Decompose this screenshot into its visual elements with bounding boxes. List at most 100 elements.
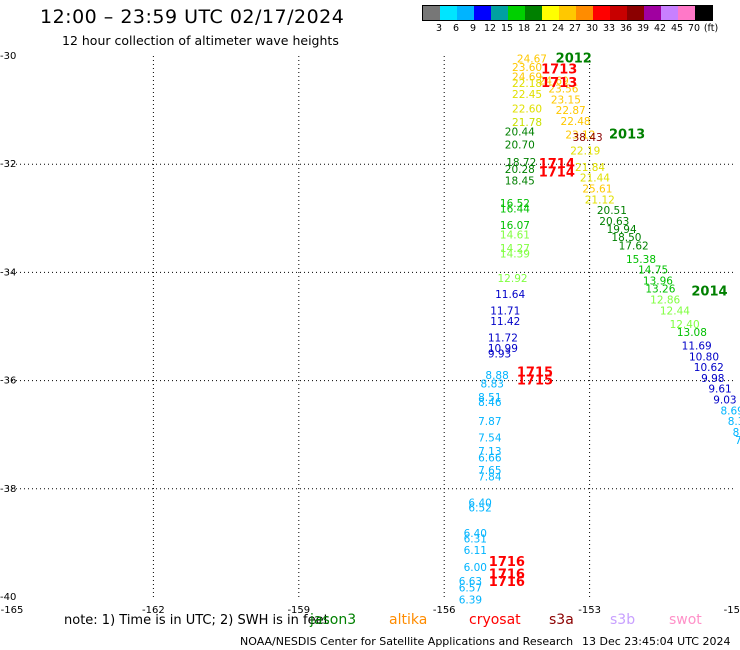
- wave-height-label: 11.69: [682, 340, 712, 352]
- wave-height-label: 17.62: [619, 240, 649, 252]
- wave-height-label: 24.69: [539, 75, 569, 87]
- legend-swatch: [423, 6, 440, 20]
- wave-height-label: 6.57: [459, 582, 482, 594]
- wave-height-label: 8.83: [481, 378, 504, 390]
- x-tick-label: -159: [287, 605, 310, 616]
- wave-height-label: 11.71: [490, 305, 520, 317]
- y-tick-label: -40: [0, 592, 16, 603]
- wave-height-label: 20.44: [505, 127, 535, 139]
- legend-swatch: [440, 6, 457, 20]
- wave-height-label: 23.12: [565, 129, 595, 141]
- pass-time-label: 1716: [489, 555, 525, 570]
- wave-height-label: 8.88: [485, 370, 508, 382]
- legend-swatch: [627, 6, 644, 20]
- wave-height-label: 13.96: [643, 276, 673, 288]
- pass-time-label: 1713: [541, 76, 577, 91]
- pass-time-label: 2012: [556, 52, 592, 67]
- wave-height-label: 22.87: [556, 105, 586, 117]
- wave-height-label: 12.44: [660, 305, 690, 317]
- wave-height-label: 38.43: [573, 132, 603, 144]
- wave-height-label: 21.44: [580, 173, 610, 185]
- color-legend: 3 6 9 12 15 18 21 24 27 30 33 36 39 42 45 70 (ft): [422, 5, 718, 35]
- x-tick-label: -153: [578, 605, 601, 616]
- legend-swatch: [661, 6, 678, 20]
- x-tick-label: -162: [142, 605, 165, 616]
- wave-height-label: 6.00: [464, 562, 487, 574]
- pass-time-label: 1716: [489, 567, 525, 582]
- wave-height-label: 10.62: [694, 362, 724, 374]
- wave-height-label: 12.92: [498, 273, 528, 285]
- wave-height-label: 9.61: [708, 384, 731, 396]
- page-subtitle: 12 hour collection of altimeter wave hei…: [62, 33, 339, 48]
- legend-label: 3: [435, 23, 443, 34]
- legend-label: (ft): [703, 23, 719, 34]
- wave-height-label: 21.12: [585, 194, 615, 206]
- y-tick-label: -38: [0, 484, 16, 495]
- satellite-altika-label: altika: [389, 612, 428, 628]
- legend-label: 33: [602, 23, 616, 34]
- wave-height-label: 24.69: [512, 72, 542, 84]
- wave-height-label: 6.40: [468, 497, 491, 509]
- legend-label: 18: [517, 23, 531, 34]
- legend-swatch: [525, 6, 542, 20]
- wave-height-label: 16.52: [500, 198, 530, 210]
- legend-swatch: [559, 6, 576, 20]
- wave-height-label: 20.28: [505, 164, 535, 176]
- legend-label: 45: [670, 23, 684, 34]
- pass-time-label: 1715: [517, 365, 553, 380]
- wave-height-label: 23.15: [551, 94, 581, 106]
- legend-swatch: [644, 6, 661, 20]
- satellite-swot-label: swot: [669, 612, 702, 628]
- wave-height-label: 8.11: [733, 427, 740, 439]
- wave-height-label: 9.93: [488, 349, 511, 361]
- wave-height-label: 9.03: [713, 395, 736, 407]
- wave-height-label: 15.38: [626, 254, 656, 266]
- x-tick-label: -150: [724, 605, 740, 616]
- legend-swatch: [576, 6, 593, 20]
- legend-swatch: [457, 6, 474, 20]
- wave-height-label: 18.72: [506, 157, 536, 169]
- legend-label: 36: [619, 23, 633, 34]
- wave-height-label: 18.50: [611, 232, 641, 244]
- wave-height-label: 6.66: [478, 452, 502, 464]
- pass-time-label: 2013: [609, 127, 645, 142]
- page-title: 12:00 – 23:59 UTC 02/17/2024: [40, 6, 345, 28]
- legend-label: 27: [568, 23, 582, 34]
- legend-label: 24: [551, 23, 565, 34]
- wave-height-label: 7.65: [478, 465, 501, 477]
- wave-height-label: 7.13: [478, 446, 501, 458]
- wave-height-label: 22.18: [512, 78, 542, 90]
- wave-height-label: 14.75: [638, 265, 668, 277]
- generated-timestamp: 13 Dec 23:45:04 UTC 2024: [582, 635, 731, 648]
- legend-label: 70: [687, 23, 701, 34]
- wave-height-label: 25.61: [582, 184, 612, 196]
- wave-height-label: 20.70: [505, 140, 535, 152]
- credit-text: NOAA/NESDIS Center for Satellite Applica…: [240, 635, 574, 648]
- wave-height-label: 12.40: [670, 319, 700, 331]
- wave-height-label: 8.46: [478, 397, 502, 409]
- wave-height-label: 16.44: [500, 204, 530, 216]
- satellite-s3b-label: s3b: [610, 612, 636, 628]
- wave-height-label: 23.60: [512, 62, 542, 74]
- pass-time-label: 1714: [539, 157, 575, 172]
- legend-swatches: [422, 5, 713, 21]
- wave-height-label: 13.26: [645, 284, 675, 296]
- wave-height-label: 14.27: [500, 243, 530, 255]
- wave-height-label: 6.39: [459, 595, 482, 607]
- satellite-s3a-label: s3a: [549, 612, 574, 628]
- wave-height-label: 7.96: [735, 435, 740, 447]
- pass-time-label: 1714: [539, 165, 575, 180]
- wave-height-label: 7.54: [478, 432, 502, 444]
- wave-height-label: 14.61: [500, 230, 530, 242]
- wave-height-label: 23.56: [548, 83, 578, 95]
- legend-label: 9: [469, 23, 477, 34]
- wave-height-label: 11.64: [495, 289, 525, 301]
- wave-height-label: 6.63: [459, 576, 482, 588]
- wave-height-label: 11.42: [490, 316, 520, 328]
- wave-height-label: 14.39: [500, 248, 530, 260]
- legend-swatch: [593, 6, 610, 20]
- wave-height-label: 24.67: [517, 54, 547, 66]
- wave-height-label: 13.08: [677, 327, 707, 339]
- wave-height-label: 8.69: [720, 405, 740, 417]
